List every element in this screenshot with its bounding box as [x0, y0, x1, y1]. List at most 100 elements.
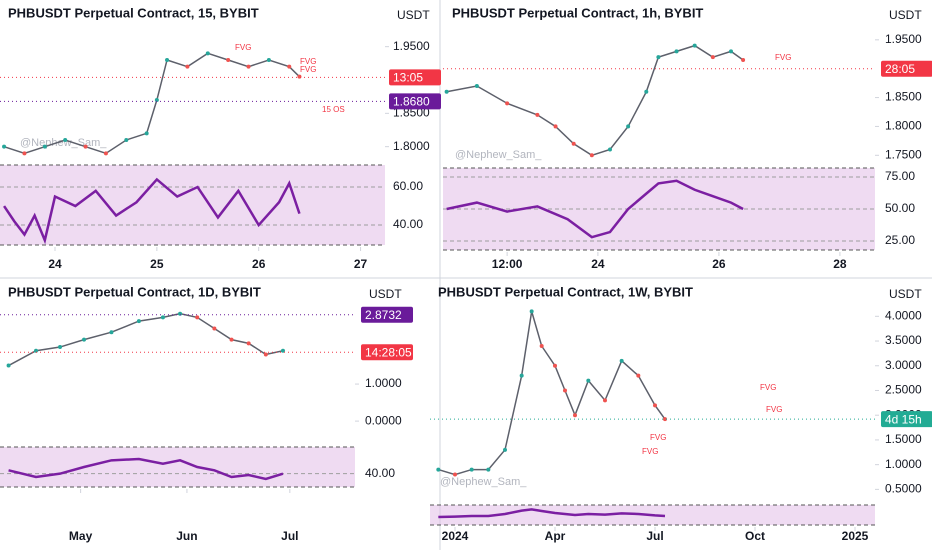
price-tag-label: 2.8732: [365, 308, 402, 322]
candle-point: [589, 153, 594, 158]
candle-point: [710, 55, 715, 60]
candle-point: [573, 413, 577, 418]
price-tag-label: 14:28:05: [365, 345, 412, 359]
candle-point: [160, 315, 165, 320]
candle-point: [474, 84, 479, 89]
candle-point: [692, 43, 697, 48]
candle-point: [246, 64, 251, 69]
candle-point: [165, 58, 170, 62]
price-tag: [881, 60, 932, 77]
x-tick-label: 24: [48, 257, 62, 271]
y-tick-label: 2.5000: [885, 383, 922, 397]
annotation: FVG: [775, 53, 791, 62]
rsi-tick-label: 60.00: [393, 179, 423, 193]
candle-point: [246, 341, 251, 346]
price-tag-label: 4d 15h: [885, 412, 922, 426]
candle-point: [266, 58, 271, 62]
candle-point: [297, 74, 302, 79]
x-tick-label: 27: [354, 257, 368, 271]
x-tick-label: Jul: [646, 529, 663, 543]
y-tick-label: 1.8000: [885, 119, 922, 133]
x-tick-label: Apr: [545, 529, 566, 543]
candle-point: [185, 64, 190, 69]
candle-point: [553, 124, 558, 129]
candle-point: [505, 101, 510, 106]
candle-point: [205, 51, 210, 56]
y-tick-label: 3.5000: [885, 333, 922, 347]
chart-title: PHBUSDT Perpetual Contract, 15, BYBIT: [8, 5, 259, 20]
candle-point: [109, 330, 114, 335]
annotation: FVG: [235, 43, 251, 52]
candle-point: [144, 131, 149, 136]
candle-point: [571, 141, 576, 146]
annotation: FVG: [766, 405, 782, 414]
candle-point: [154, 98, 159, 102]
candle-point: [444, 89, 449, 94]
y-tick-label: 4.0000: [885, 308, 922, 322]
annotation: FVG: [760, 383, 776, 392]
annotation: 15 OS: [322, 105, 345, 114]
candle-point: [280, 348, 285, 353]
rsi-line: [3, 177, 301, 245]
y-tick-label: 1.0000: [365, 376, 402, 390]
price-tag: [389, 93, 441, 110]
rsi-line: [438, 508, 666, 519]
x-tick-label: 26: [252, 257, 266, 271]
x-tick-label: 24: [591, 257, 605, 271]
candle-point: [34, 348, 39, 353]
rsi-band: [0, 447, 355, 487]
x-tick-label: Oct: [745, 529, 765, 543]
rsi-tick-label: 40.00: [393, 217, 423, 231]
candle-point: [503, 447, 507, 452]
candle-point: [603, 398, 607, 403]
candle-point: [663, 417, 667, 422]
price-tag: [361, 344, 413, 361]
candle-point: [674, 49, 679, 54]
price-tag: [361, 306, 413, 323]
y-tick-label: 1.0000: [885, 457, 922, 471]
y-tick-label: 1.9500: [393, 39, 430, 53]
currency-label: USDT: [397, 8, 430, 22]
annotation: FVG: [300, 57, 316, 66]
annotation: FVG: [642, 447, 658, 456]
candle-point: [563, 388, 567, 393]
currency-label: USDT: [889, 287, 922, 301]
candle-point: [436, 467, 441, 472]
candle-point: [22, 151, 27, 156]
x-tick-label: Jul: [281, 529, 298, 543]
watermark: @Nephew_Sam_: [455, 149, 542, 161]
candle-point: [741, 58, 746, 63]
candle-point: [63, 138, 68, 142]
rsi-line: [446, 179, 744, 239]
candle-point: [2, 144, 7, 149]
y-tick-label: 1.5000: [885, 432, 922, 446]
x-tick-label: May: [69, 529, 93, 543]
candle-point: [58, 345, 63, 350]
rsi-tick-label: 40.00: [365, 466, 395, 480]
rsi-tick-label: 50.00: [885, 201, 915, 215]
currency-label: USDT: [889, 8, 922, 22]
candle-point: [607, 147, 612, 152]
candle-point: [82, 337, 87, 342]
candle-point: [553, 363, 557, 368]
chart-title: PHBUSDT Perpetual Contract, 1D, BYBIT: [8, 284, 261, 299]
candle-point: [729, 49, 733, 54]
price-tag: [881, 411, 932, 428]
candle-point: [287, 64, 292, 69]
candle-point: [644, 89, 649, 94]
candle-point: [103, 151, 108, 156]
x-tick-label: Jun: [176, 529, 197, 543]
candle-point: [83, 144, 88, 149]
price-line: [8, 312, 284, 367]
y-tick-label: 3.0000: [885, 358, 922, 372]
candle-point: [178, 311, 183, 316]
candle-point: [263, 352, 268, 357]
candle-point: [212, 326, 217, 331]
y-tick-label: 1.8000: [393, 139, 430, 153]
rsi-tick-label: 25.00: [885, 233, 915, 247]
candle-point: [229, 337, 234, 342]
candle-point: [486, 467, 491, 472]
price-tag-label: 28:05: [885, 62, 915, 76]
chart-title: PHBUSDT Perpetual Contract, 1h, BYBIT: [452, 5, 703, 20]
candle-point: [529, 309, 534, 314]
